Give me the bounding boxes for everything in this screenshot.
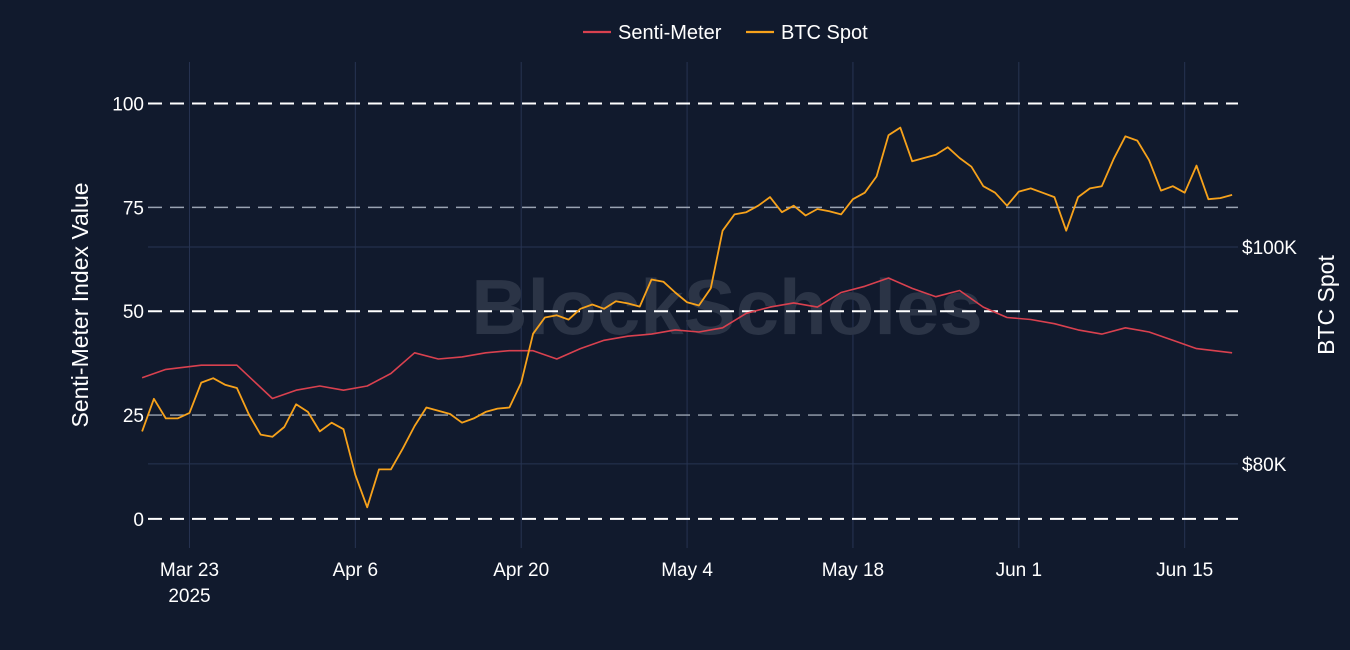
- y-left-tick-label: 100: [112, 95, 144, 116]
- y-left-tick-label: 25: [123, 406, 144, 427]
- x-tick-label: Mar 23: [160, 560, 219, 581]
- legend: Senti-Meter BTC Spot: [583, 22, 868, 44]
- y-left-tick-label: 0: [133, 510, 144, 531]
- reference-lines: [148, 102, 1238, 520]
- series-line-senti-meter: [141, 277, 1233, 400]
- x-tick-label: May 4: [661, 560, 713, 581]
- x-tick-label: May 18: [822, 560, 884, 581]
- legend-label-btc-spot: BTC Spot: [781, 22, 868, 44]
- grid-layer: [148, 62, 1238, 548]
- y-right-tick-label: $100K: [1242, 238, 1297, 259]
- y-axis-left-title: Senti-Meter Index Value: [67, 182, 93, 427]
- tick-labels: Mar 23 2025 Apr 6 Apr 20 May 4 May 18 Jun 1 Jun…: [112, 95, 1297, 607]
- x-tick-label: Apr 6: [333, 560, 378, 581]
- x-tick-label: Jun 15: [1156, 560, 1213, 581]
- y-axis-right-title: BTC Spot: [1313, 255, 1339, 355]
- y-right-tick-label: $80K: [1242, 455, 1287, 476]
- x-tick-year-label: 2025: [168, 586, 210, 607]
- x-tick-label: Apr 20: [493, 560, 549, 581]
- x-tick-label: Jun 1: [996, 560, 1042, 581]
- y-left-tick-label: 75: [123, 198, 144, 219]
- series-layer: [141, 126, 1233, 509]
- watermark: BlockScholes: [471, 263, 983, 351]
- series-line-btc-spot: [141, 126, 1233, 509]
- legend-label-senti-meter: Senti-Meter: [618, 22, 722, 44]
- y-left-tick-label: 50: [123, 302, 144, 323]
